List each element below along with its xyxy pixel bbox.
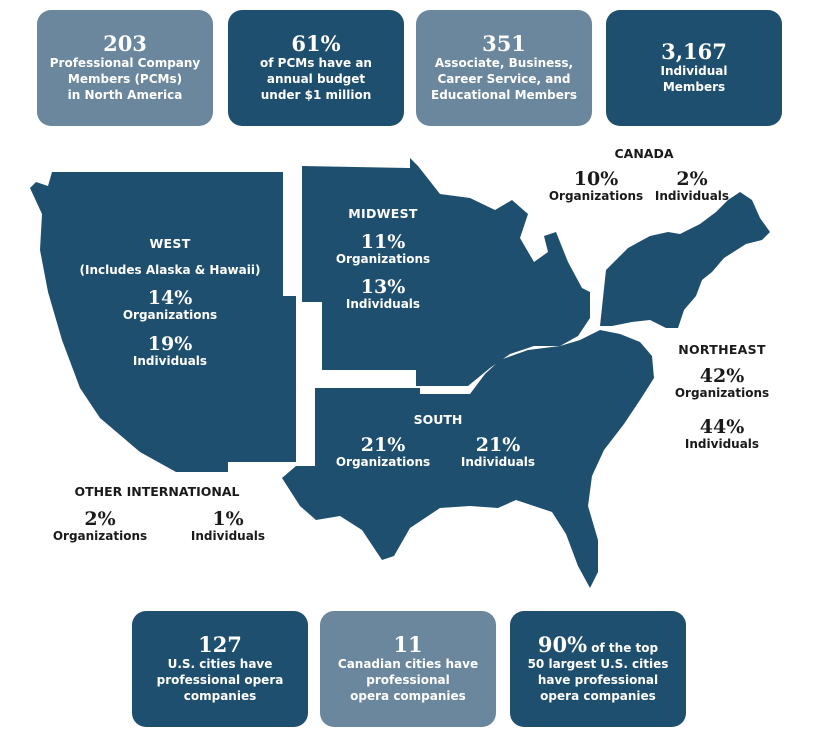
midwest-region-label: MIDWEST 11% Organizations 13% Individual…: [318, 206, 448, 312]
other-org-block: 2% Organizations: [46, 508, 154, 544]
ind-percent: 1%: [212, 508, 244, 530]
region-name: WEST: [149, 236, 191, 251]
stat-box-pcms: 203 Professional Company Members (PCMs) …: [37, 10, 213, 126]
stat-text: Canadian cities have: [337, 656, 479, 671]
org-percent: 2%: [84, 508, 116, 530]
stat-value: 351: [482, 30, 526, 56]
org-label: Organizations: [548, 189, 644, 203]
stat-text: Educational Members: [431, 88, 577, 103]
other-ind-block: 1% Individuals: [186, 508, 270, 544]
stat-text: Individual: [660, 63, 728, 78]
south-region-name: SOUTH: [413, 412, 463, 427]
south-org-block: 21% Organizations: [328, 434, 438, 470]
ind-label: Individuals: [654, 189, 730, 203]
canada-region-name: CANADA: [614, 146, 674, 161]
stat-value: 61%: [291, 30, 341, 56]
canada-org-block: 10% Organizations: [544, 168, 648, 204]
ind-percent: 2%: [676, 168, 708, 190]
south-region-shape: [282, 330, 654, 588]
stat-value: 11: [393, 631, 423, 657]
stat-box-top-cities: 90% of the top 50 largest U.S. cities ha…: [510, 611, 686, 727]
region-name: NORTHEAST: [678, 342, 766, 357]
stat-text: opera companies: [540, 689, 656, 704]
org-percent: 21%: [360, 434, 406, 456]
stat-box-budget: 61% of PCMs have an annual budget under …: [228, 10, 404, 126]
org-percent: 42%: [699, 365, 745, 387]
stat-text: Members (PCMs): [67, 71, 183, 86]
south-ind-block: 21% Individuals: [450, 434, 546, 470]
ind-percent: 21%: [475, 434, 521, 456]
stat-text: under $1 million: [260, 88, 372, 103]
stat-text: companies: [183, 689, 257, 704]
stat-text: professional opera: [156, 672, 284, 687]
stat-text: have professional: [537, 673, 659, 687]
stat-text: Members: [662, 80, 726, 95]
org-label: Organizations: [674, 386, 770, 400]
stat-value: 3,167: [661, 38, 727, 64]
region-note: (Includes Alaska & Hawaii): [79, 263, 261, 277]
midwest-region-shape: [302, 158, 590, 386]
org-label: Organizations: [122, 308, 218, 323]
stat-value: 127: [198, 631, 242, 657]
stat-value: 90%: [537, 631, 588, 657]
ind-label: Individuals: [190, 529, 266, 543]
stat-text: of PCMs have an: [260, 55, 372, 70]
stat-text: Associate, Business,: [434, 55, 574, 70]
stat-text: in North America: [67, 88, 183, 103]
stat-text: 50 largest U.S. cities: [527, 656, 669, 671]
org-percent: 14%: [147, 287, 193, 310]
northeast-region-label: NORTHEAST 42% Organizations 44% Individu…: [666, 342, 778, 452]
stat-value: 203: [103, 30, 147, 56]
ind-percent: 13%: [360, 276, 406, 299]
west-region-label: WEST (Includes Alaska & Hawaii) 14% Orga…: [60, 236, 280, 368]
west-region-shape: [30, 172, 296, 472]
ind-label: Individuals: [460, 455, 536, 469]
org-label: Organizations: [335, 252, 431, 266]
ind-label: Individuals: [684, 437, 760, 452]
stat-box-canadian-cities: 11 Canadian cities have professional ope…: [320, 611, 496, 727]
ind-label: Individuals: [132, 353, 208, 368]
stat-box-us-cities: 127 U.S. cities have professional opera …: [132, 611, 308, 727]
ind-percent: 44%: [699, 416, 745, 439]
stat-text: Professional Company: [49, 55, 201, 70]
stat-text: opera companies: [350, 689, 466, 704]
stat-text: professional: [366, 672, 450, 687]
org-percent: 11%: [360, 231, 406, 253]
canada-ind-block: 2% Individuals: [650, 168, 734, 204]
ind-percent: 19%: [147, 332, 193, 355]
org-percent: 10%: [573, 168, 619, 190]
region-name: MIDWEST: [348, 206, 418, 221]
org-label: Organizations: [335, 455, 431, 469]
northeast-region-shape: [600, 192, 770, 328]
stat-box-associate: 351 Associate, Business, Career Service,…: [416, 10, 592, 126]
stat-text: Career Service, and: [437, 71, 571, 86]
org-label: Organizations: [52, 529, 148, 543]
stat-suffix: of the top: [587, 640, 659, 655]
ind-label: Individuals: [345, 297, 421, 312]
stat-text: annual budget: [266, 71, 366, 86]
stat-box-individual-members: 3,167 Individual Members: [606, 10, 782, 126]
other-international-name: OTHER INTERNATIONAL: [74, 484, 240, 499]
stat-text: U.S. cities have: [167, 656, 273, 671]
